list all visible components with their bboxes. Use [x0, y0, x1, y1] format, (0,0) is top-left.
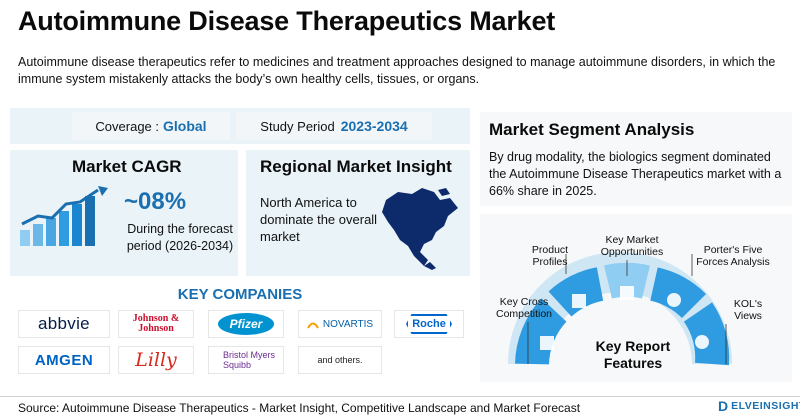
delveinsight-logo: D ELVEINSIGHT [718, 398, 800, 414]
novartis-logo: NOVARTIS [298, 310, 382, 338]
market-cagr-panel [10, 150, 238, 276]
roche-logo-text: Roche [406, 314, 452, 334]
coverage-label: Coverage : [95, 118, 160, 134]
kols-views-label: KOL's Views [733, 298, 763, 322]
footer-divider [0, 396, 800, 420]
segment-analysis-panel [480, 112, 792, 206]
coverage-value: Global [163, 118, 207, 134]
delveinsight-mark-icon: D [718, 398, 729, 414]
porters-five-forces-label: Porter's Five Forces Analysis [696, 244, 770, 268]
coverage-box: Coverage : Global [72, 112, 230, 140]
key-report-features-diagram [508, 252, 732, 366]
bms-logo-text: Bristol Myers Squibb [223, 350, 276, 370]
study-period-value: 2023-2034 [340, 118, 408, 134]
delveinsight-logo-text: ELVEINSIGHT [731, 400, 800, 412]
pfizer-logo: Pfizer [208, 310, 284, 338]
segment-analysis-title: Market Segment Analysis [489, 120, 695, 139]
market-cagr-title: Market CAGR [72, 157, 182, 176]
lilly-logo-text: Lilly [135, 349, 177, 371]
and-others-label: and others. [298, 346, 382, 374]
key-market-opportunities-label: Key Market Opportunities [600, 234, 664, 258]
novartis-flame-icon [307, 322, 319, 329]
abbvie-logo: abbvie [18, 310, 110, 338]
johnson-johnson-logo: Johnson & Johnson [118, 310, 194, 338]
roche-logo: Roche [394, 310, 464, 338]
lilly-logo: Lilly [118, 346, 194, 374]
market-cagr-value: ~08% [124, 188, 187, 215]
page-title: Autoimmune Disease Therapeutics Market [18, 6, 556, 36]
segment-analysis-text: By drug modality, the biologics segment … [489, 150, 782, 198]
novartis-logo-text: NOVARTIS [322, 318, 374, 330]
market-cagr-subtitle: During the forecast period (2026-2034) [126, 222, 234, 253]
regional-insight-text: North America to dominate the overall ma… [260, 195, 378, 244]
bristol-myers-squibb-logo: Bristol Myers Squibb [208, 346, 284, 374]
amgen-logo: AMGEN [18, 346, 110, 374]
growth-chart-icon [20, 186, 108, 246]
study-period-label: Study Period [260, 118, 335, 134]
amgen-logo-text: AMGEN [34, 351, 94, 369]
regional-insight-title: Regional Market Insight [260, 157, 452, 176]
page-description: Autoimmune disease therapeutics refer to… [18, 55, 776, 86]
product-profiles-label: Product Profiles [531, 244, 569, 268]
key-report-features-center-label: Key Report Features [595, 338, 671, 371]
key-companies-title: KEY COMPANIES [177, 286, 303, 303]
key-cross-competition-label: Key Cross Competition [495, 296, 553, 320]
study-period-box: Study Period 2023-2034 [236, 112, 432, 140]
abbvie-logo-text: abbvie [38, 314, 90, 333]
source-text: Source: Autoimmune Disease Therapeutics … [18, 401, 581, 415]
others-text: and others. [317, 355, 363, 365]
pfizer-logo-text: Pfizer [218, 313, 274, 335]
johnson-johnson-logo-text: Johnson & Johnson [132, 313, 180, 334]
north-america-map-icon [382, 188, 458, 270]
